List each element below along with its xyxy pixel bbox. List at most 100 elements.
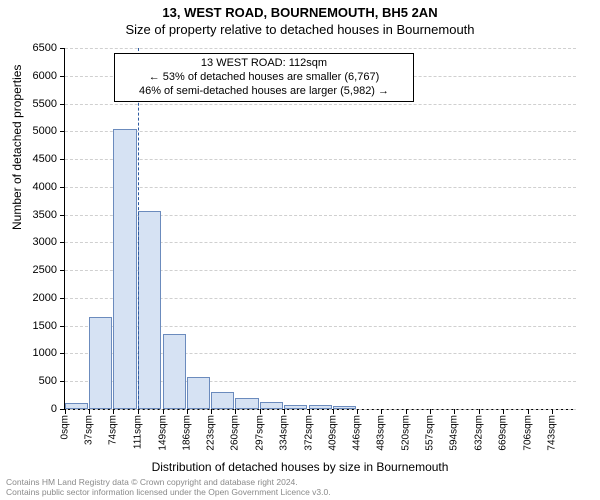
histogram-bar bbox=[163, 334, 186, 409]
histogram-bar bbox=[187, 377, 210, 409]
xtick-label: 372sqm bbox=[303, 415, 314, 451]
xtick-mark bbox=[113, 409, 114, 414]
xtick-mark bbox=[479, 409, 480, 414]
xtick-label: 111sqm bbox=[132, 415, 143, 449]
xtick-mark bbox=[309, 409, 310, 414]
xtick-label: 186sqm bbox=[181, 415, 192, 451]
xtick-mark bbox=[187, 409, 188, 414]
ytick-mark bbox=[60, 270, 65, 271]
xtick-mark bbox=[89, 409, 90, 414]
annotation-box: 13 WEST ROAD: 112sqm ← 53% of detached h… bbox=[114, 53, 414, 102]
xtick-label: 743sqm bbox=[546, 415, 557, 451]
xtick-label: 223sqm bbox=[206, 415, 217, 451]
histogram-bar bbox=[211, 392, 234, 409]
xtick-label: 706sqm bbox=[522, 415, 533, 451]
ytick-mark bbox=[60, 242, 65, 243]
ytick-mark bbox=[60, 48, 65, 49]
ytick-label: 3500 bbox=[33, 209, 57, 221]
xtick-mark bbox=[528, 409, 529, 414]
histogram-bar bbox=[284, 405, 307, 409]
xtick-mark bbox=[211, 409, 212, 414]
histogram-bar bbox=[65, 403, 88, 409]
xtick-label: 669sqm bbox=[498, 415, 509, 451]
ytick-label: 5500 bbox=[33, 98, 57, 110]
footer-line-2: Contains public sector information licen… bbox=[6, 488, 331, 498]
chart-container: 13, WEST ROAD, BOURNEMOUTH, BH5 2AN Size… bbox=[0, 0, 600, 500]
footer-attribution: Contains HM Land Registry data © Crown c… bbox=[6, 478, 331, 498]
xtick-label: 594sqm bbox=[449, 415, 460, 451]
gridline bbox=[65, 187, 576, 188]
ytick-label: 1500 bbox=[33, 320, 57, 332]
histogram-bar bbox=[89, 317, 112, 409]
y-axis-label: Number of detached properties bbox=[10, 65, 24, 230]
xtick-mark bbox=[503, 409, 504, 414]
ytick-label: 6000 bbox=[33, 70, 57, 82]
xtick-mark bbox=[260, 409, 261, 414]
xtick-mark bbox=[357, 409, 358, 414]
gridline bbox=[65, 48, 576, 49]
page-title: 13, WEST ROAD, BOURNEMOUTH, BH5 2AN bbox=[0, 0, 600, 20]
histogram-bar bbox=[138, 211, 161, 409]
histogram-bar bbox=[260, 402, 283, 409]
xtick-label: 483sqm bbox=[376, 415, 387, 451]
xtick-label: 334sqm bbox=[278, 415, 289, 451]
ytick-mark bbox=[60, 215, 65, 216]
xtick-mark bbox=[552, 409, 553, 414]
xtick-label: 557sqm bbox=[424, 415, 435, 451]
ytick-label: 2500 bbox=[33, 264, 57, 276]
ytick-label: 1000 bbox=[33, 347, 57, 359]
plot-region: 0500100015002000250030003500400045005000… bbox=[64, 48, 576, 410]
ytick-mark bbox=[60, 187, 65, 188]
xtick-label: 297sqm bbox=[254, 415, 265, 451]
ytick-label: 3000 bbox=[33, 236, 57, 248]
xtick-label: 632sqm bbox=[474, 415, 485, 451]
gridline bbox=[65, 131, 576, 132]
histogram-bar bbox=[309, 405, 332, 409]
gridline bbox=[65, 159, 576, 160]
histogram-bar bbox=[113, 129, 136, 409]
xtick-mark bbox=[454, 409, 455, 414]
gridline bbox=[65, 409, 576, 410]
xtick-mark bbox=[284, 409, 285, 414]
ytick-label: 6500 bbox=[33, 42, 57, 54]
ytick-mark bbox=[60, 104, 65, 105]
ytick-mark bbox=[60, 298, 65, 299]
histogram-bar bbox=[333, 406, 356, 409]
ytick-mark bbox=[60, 326, 65, 327]
ytick-label: 2000 bbox=[33, 292, 57, 304]
ytick-label: 4000 bbox=[33, 181, 57, 193]
gridline bbox=[65, 104, 576, 105]
ytick-mark bbox=[60, 131, 65, 132]
xtick-mark bbox=[65, 409, 66, 414]
x-axis-label: Distribution of detached houses by size … bbox=[0, 460, 600, 474]
ytick-mark bbox=[60, 381, 65, 382]
xtick-mark bbox=[406, 409, 407, 414]
ytick-mark bbox=[60, 353, 65, 354]
xtick-label: 37sqm bbox=[84, 415, 95, 445]
annotation-line-1: 13 WEST ROAD: 112sqm bbox=[121, 57, 407, 71]
xtick-mark bbox=[381, 409, 382, 414]
annotation-line-3: 46% of semi-detached houses are larger (… bbox=[121, 85, 407, 99]
chart-area: 0500100015002000250030003500400045005000… bbox=[64, 48, 576, 410]
xtick-label: 149sqm bbox=[157, 415, 168, 451]
histogram-bar bbox=[235, 398, 258, 409]
xtick-label: 0sqm bbox=[60, 415, 71, 439]
ytick-mark bbox=[60, 76, 65, 77]
xtick-label: 409sqm bbox=[327, 415, 338, 451]
xtick-label: 260sqm bbox=[230, 415, 241, 451]
xtick-mark bbox=[138, 409, 139, 414]
xtick-label: 446sqm bbox=[352, 415, 363, 451]
xtick-mark bbox=[163, 409, 164, 414]
xtick-label: 520sqm bbox=[400, 415, 411, 451]
xtick-mark bbox=[430, 409, 431, 414]
ytick-mark bbox=[60, 159, 65, 160]
ytick-label: 500 bbox=[39, 375, 57, 387]
xtick-mark bbox=[235, 409, 236, 414]
ytick-label: 4500 bbox=[33, 153, 57, 165]
xtick-mark bbox=[333, 409, 334, 414]
xtick-label: 74sqm bbox=[108, 415, 119, 445]
ytick-label: 0 bbox=[51, 403, 57, 415]
annotation-line-2: ← 53% of detached houses are smaller (6,… bbox=[121, 71, 407, 85]
page-subtitle: Size of property relative to detached ho… bbox=[0, 20, 600, 37]
ytick-label: 5000 bbox=[33, 125, 57, 137]
